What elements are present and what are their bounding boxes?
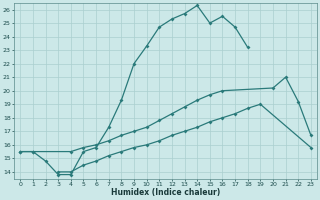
X-axis label: Humidex (Indice chaleur): Humidex (Indice chaleur) (111, 188, 220, 197)
